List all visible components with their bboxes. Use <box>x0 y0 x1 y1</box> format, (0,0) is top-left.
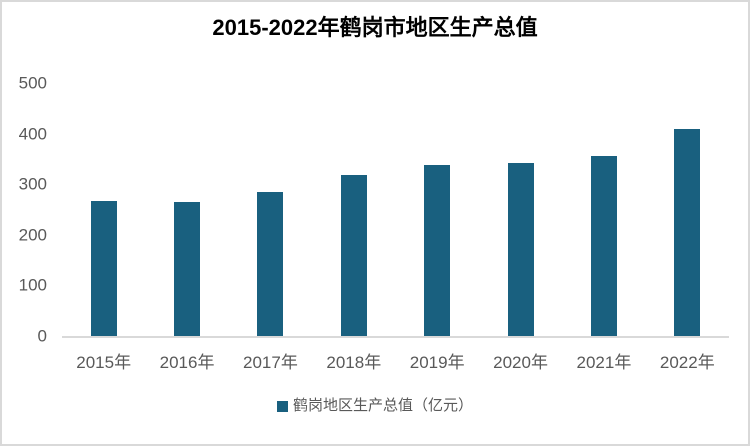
bar-2019年 <box>424 164 451 336</box>
bar-2016年 <box>174 201 201 336</box>
bar-2020年 <box>507 162 534 336</box>
x-tick-label: 2016年 <box>159 353 215 372</box>
bar-2022年 <box>674 128 701 336</box>
bar-2021年 <box>590 155 617 336</box>
legend: 鹤岗地区生产总值（亿元） <box>2 397 748 415</box>
bar-2017年 <box>257 192 284 336</box>
bar-cell <box>145 83 228 336</box>
y-tick-label: 0 <box>37 326 47 346</box>
bar-cell <box>62 83 145 336</box>
x-tick-label: 2018年 <box>326 353 382 372</box>
chart-body: 0 100 200 300 400 500 <box>2 75 748 345</box>
y-axis: 0 100 200 300 400 500 <box>2 75 47 345</box>
x-tick-label: 2022年 <box>659 353 715 372</box>
plot-area <box>62 83 729 338</box>
x-tick-label: 2019年 <box>409 353 465 372</box>
x-axis-labels: 2015年 2016年 2017年 2018年 2019年 2020年 2021年 2022年 <box>62 352 729 373</box>
x-tick-label: 2021年 <box>576 353 632 372</box>
x-tick-label: 2020年 <box>493 353 548 372</box>
legend-swatch-icon <box>276 400 288 412</box>
y-tick-label: 300 <box>18 174 47 194</box>
bar-cell <box>396 83 479 336</box>
y-tick-label: 500 <box>18 73 47 93</box>
legend-label: 鹤岗地区生产总值（亿元） <box>292 397 473 414</box>
y-tick-label: 400 <box>18 124 47 144</box>
bar-cell <box>479 83 562 336</box>
bar-cell <box>562 83 645 336</box>
y-tick-label: 100 <box>18 275 47 295</box>
x-tick-label: 2017年 <box>243 353 298 372</box>
bar-2018年 <box>340 174 367 336</box>
bar-cell <box>646 83 729 336</box>
x-tick-label: 2015年 <box>76 353 132 372</box>
bar-cell <box>229 83 312 336</box>
bar-cell <box>312 83 395 336</box>
y-tick-label: 200 <box>18 225 47 245</box>
bar-2015年 <box>90 200 117 336</box>
chart-title: 2015-2022年鹤岗市地区生产总值 <box>212 15 538 40</box>
